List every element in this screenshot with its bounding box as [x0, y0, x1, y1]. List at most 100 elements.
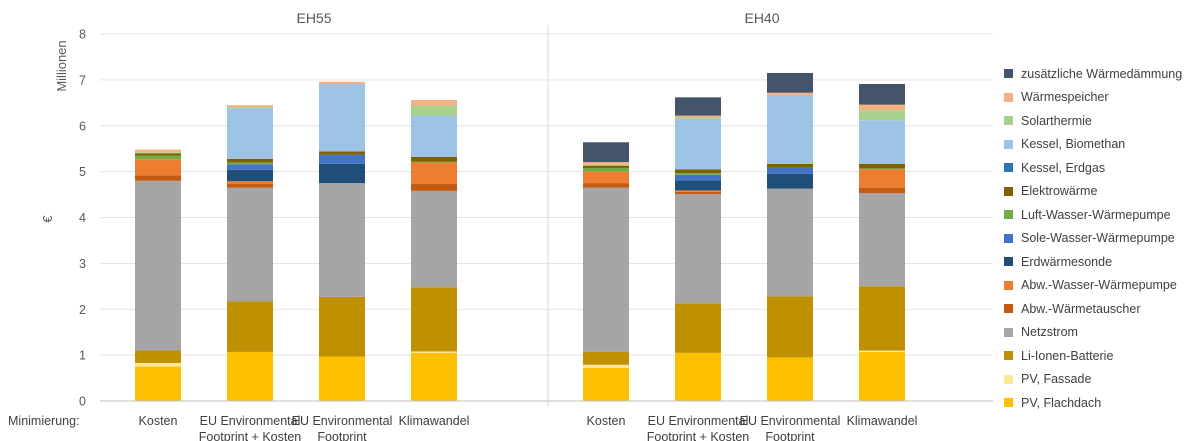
- bar-segment: [135, 152, 181, 154]
- legend-item: Solarthermie: [1004, 109, 1200, 133]
- bar-segment: [319, 81, 365, 85]
- y-tick-labels: 0 1 2 3 4 5 6 7 8: [79, 28, 86, 409]
- bar-segment: [675, 303, 721, 353]
- bar-segment: [767, 163, 813, 168]
- legend: zusätzliche Wärmedämmung Wärmespeicher Sol…: [1004, 62, 1200, 415]
- bar-segment: [583, 187, 629, 352]
- bar-segment: [411, 162, 457, 185]
- y-tick-label: 7: [79, 73, 86, 87]
- bar-segment: [675, 118, 721, 170]
- x-tick-label: EU Environmental: [292, 414, 393, 428]
- bar-segment: [583, 167, 629, 172]
- x-tick-labels: Kosten EU Environmental Footprint + Kosten…: [139, 414, 918, 441]
- bar-segment: [319, 151, 365, 155]
- panel-title: EH40: [744, 10, 779, 26]
- bar-segment: [583, 351, 629, 365]
- y-tick-label: 4: [79, 211, 86, 225]
- bar-segment: [227, 301, 273, 352]
- bar-segment: [583, 171, 629, 184]
- y-tick-label: 5: [79, 165, 86, 179]
- legend-item: Wärmespeicher: [1004, 86, 1200, 110]
- legend-swatch: [1004, 257, 1013, 267]
- x-axis-prefix: Minimierung:: [8, 414, 80, 428]
- y-tick-label: 6: [79, 119, 86, 133]
- legend-swatch: [1004, 69, 1013, 79]
- x-tick-label: Klimawandel: [399, 414, 470, 428]
- legend-item: Erdwärmesonde: [1004, 250, 1200, 274]
- bar-segment: [767, 188, 813, 297]
- bar-segment: [411, 105, 457, 116]
- bar-segment: [227, 105, 273, 107]
- bar-segment: [411, 156, 457, 162]
- legend-label: Wärmespeicher: [1021, 90, 1109, 105]
- legend-item: Abw.-Wärmetauscher: [1004, 297, 1200, 321]
- legend-label: Kessel, Erdgas: [1021, 160, 1106, 175]
- legend-item: Sole-Wasser-Wärmepumpe: [1004, 227, 1200, 251]
- bar-segment: [583, 364, 629, 368]
- legend-swatch: [1004, 398, 1013, 408]
- bar-segment: [227, 164, 273, 170]
- bar-segment: [135, 159, 181, 176]
- legend-swatch: [1004, 327, 1013, 337]
- y-tick-label: 0: [79, 395, 86, 409]
- x-tick-label: Klimawandel: [847, 414, 918, 428]
- bar-segment: [227, 169, 273, 182]
- bar-segment: [583, 164, 629, 166]
- bar-segment: [411, 190, 457, 288]
- bar-segment: [411, 287, 457, 352]
- bar-segment: [859, 110, 905, 121]
- legend-swatch: [1004, 351, 1013, 361]
- legend-label: Abw.-Wärmetauscher: [1021, 301, 1141, 316]
- y-tick-label: 2: [79, 303, 86, 317]
- bar-segment: [135, 149, 181, 153]
- x-tick-label-line2: Footprint: [765, 430, 815, 441]
- y-axis-title: €: [40, 215, 55, 223]
- bar-segment: [675, 173, 721, 175]
- x-tick-label: EU Environmental: [740, 414, 841, 428]
- legend-item: zusätzliche Wärmedämmung: [1004, 62, 1200, 86]
- y-axis-scale-label: Millionen: [54, 40, 69, 91]
- bar-segment: [583, 165, 629, 168]
- bar-segment: [859, 193, 905, 287]
- y-tick-label: 8: [79, 28, 86, 42]
- legend-label: PV, Fassade: [1021, 372, 1092, 387]
- legend-item: PV, Fassade: [1004, 368, 1200, 392]
- bar-segment: [411, 161, 457, 163]
- bar-segment: [675, 115, 721, 118]
- legend-item: Elektrowärme: [1004, 180, 1200, 204]
- bar-segment: [859, 120, 905, 164]
- bar-segment: [227, 108, 273, 159]
- bars-group: [135, 72, 905, 401]
- bar-segment: [411, 100, 457, 106]
- legend-swatch: [1004, 92, 1013, 102]
- bar-segment: [767, 92, 813, 96]
- legend-label: Kessel, Biomethan: [1021, 137, 1126, 152]
- bar-segment: [411, 352, 457, 401]
- bar-segment: [135, 175, 181, 181]
- legend-swatch: [1004, 139, 1013, 149]
- bar-segment: [227, 158, 273, 163]
- bar-segment: [859, 169, 905, 188]
- bar-segment: [227, 351, 273, 401]
- bar-segment: [319, 183, 365, 297]
- bar-segment: [319, 356, 365, 401]
- legend-swatch: [1004, 280, 1013, 290]
- x-tick-label-line2: Footprint + Kosten: [647, 430, 750, 441]
- legend-label: Solarthermie: [1021, 113, 1092, 128]
- bar-segment: [675, 191, 721, 195]
- legend-swatch: [1004, 186, 1013, 196]
- bar-segment: [859, 350, 905, 352]
- legend-label: Luft-Wasser-Wärmepumpe: [1021, 207, 1171, 222]
- x-tick-label: Kosten: [139, 414, 178, 428]
- bar-segment: [319, 154, 365, 164]
- legend-label: PV, Flachdach: [1021, 395, 1102, 410]
- bar-segment: [227, 106, 273, 109]
- bar-segment: [767, 167, 813, 174]
- legend-label: Netzstrom: [1021, 325, 1078, 340]
- panel-titles: EH55 EH40: [296, 10, 779, 26]
- bar-segment: [135, 180, 181, 351]
- bar-segment: [411, 184, 457, 191]
- legend-label: zusätzliche Wärmedämmung: [1021, 66, 1183, 81]
- bar-segment: [675, 194, 721, 304]
- bar-segment: [135, 350, 181, 363]
